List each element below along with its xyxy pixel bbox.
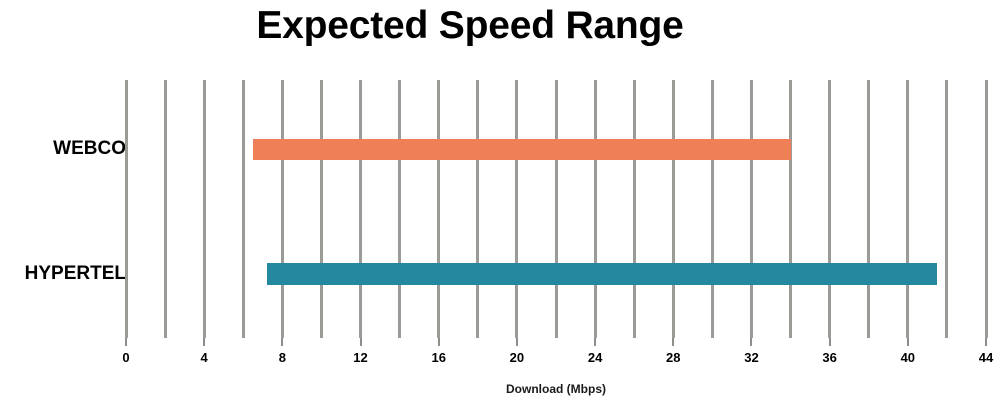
x-tick-mark: [515, 338, 518, 346]
chart-title: Expected Speed Range: [256, 4, 684, 47]
gridline: [593, 80, 597, 338]
x-tick-label: 36: [822, 350, 837, 365]
gridline: [749, 80, 753, 338]
gridline: [319, 80, 323, 338]
x-tick-label: 32: [744, 350, 759, 365]
x-tick-mark: [828, 338, 831, 346]
gridline: [241, 80, 245, 338]
x-tick-label: 16: [431, 350, 446, 365]
category-label-hypertel: HYPERTEL: [24, 263, 126, 284]
x-tick-label: 0: [122, 350, 130, 365]
gridline: [984, 80, 988, 338]
gridline: [163, 80, 167, 338]
x-tick-label: 24: [587, 350, 603, 365]
gridline: [437, 80, 441, 338]
category-label-webco: WEBCO: [53, 138, 126, 159]
gridline: [202, 80, 206, 338]
x-tick-label: 4: [200, 350, 208, 365]
x-tick-mark: [672, 338, 675, 346]
gridline: [710, 80, 714, 338]
x-tick-label: 28: [666, 350, 681, 365]
x-tick-label: 8: [278, 350, 286, 365]
x-axis: 0 4 8 12 16 20 24 28 32 36 40 44: [122, 338, 993, 368]
x-tick-mark: [359, 338, 362, 346]
x-tick-mark: [203, 338, 206, 346]
gridline: [828, 80, 832, 338]
category-axis: WEBCO HYPERTEL: [0, 0, 126, 405]
gridline: [945, 80, 949, 338]
bar-webco[interactable]: [253, 138, 791, 160]
gridline: [124, 80, 128, 338]
x-tick-label: 20: [509, 350, 525, 365]
x-tick-mark: [906, 338, 909, 346]
gridline: [476, 80, 480, 338]
gridline: [789, 80, 793, 338]
x-tick-mark: [437, 338, 440, 346]
x-tick-label: 44: [978, 350, 994, 365]
plot-area: [124, 80, 988, 338]
x-axis-title: Download (Mbps): [506, 382, 606, 396]
x-tick-label: 40: [900, 350, 916, 365]
x-tick-mark: [750, 338, 753, 346]
gridline: [359, 80, 363, 338]
gridline: [398, 80, 402, 338]
bar-hypertel[interactable]: [266, 263, 938, 285]
x-tick-mark: [985, 338, 987, 346]
x-tick-label: 12: [353, 350, 368, 365]
gridline: [671, 80, 675, 338]
x-tick-mark: [594, 338, 597, 346]
x-tick-mark: [125, 338, 127, 346]
gridline: [906, 80, 910, 338]
x-tick-mark: [281, 338, 284, 346]
gridline: [280, 80, 284, 338]
gridline: [867, 80, 871, 338]
gridline: [515, 80, 519, 338]
gridline: [554, 80, 558, 338]
gridline: [632, 80, 636, 338]
